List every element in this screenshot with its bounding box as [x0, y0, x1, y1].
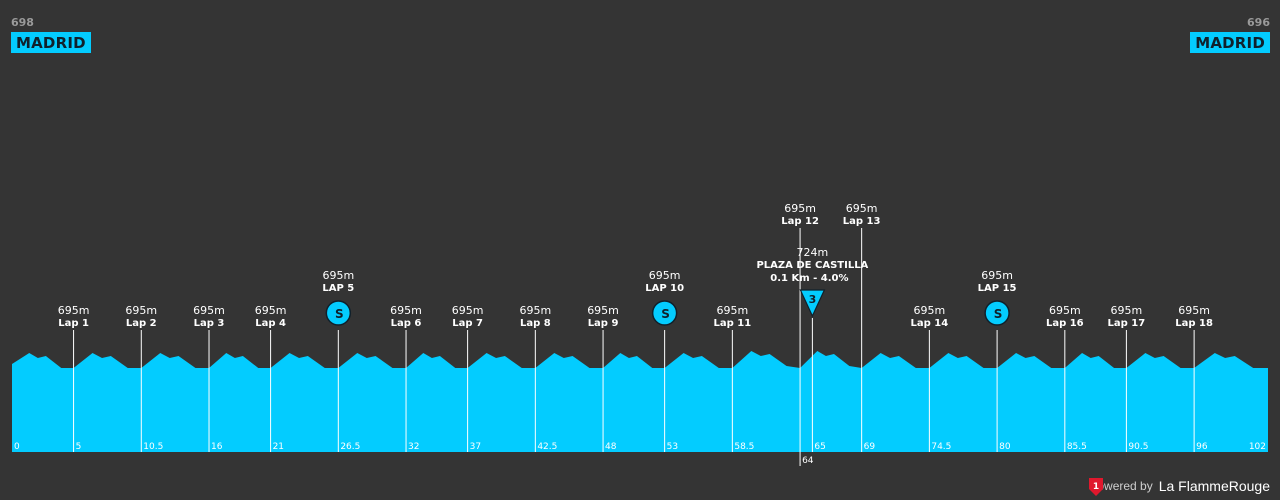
km-tick-label: 37	[470, 442, 481, 452]
lap-altitude: 695m	[1049, 304, 1081, 317]
climb-category-label: 3	[809, 293, 817, 306]
lap-label: Lap 3	[194, 318, 225, 329]
lap-altitude: 695m	[981, 269, 1013, 282]
sprint-icon	[325, 300, 352, 326]
sprint-icon-label: S	[994, 307, 1003, 321]
profile-area	[12, 351, 1268, 452]
sprint-icon	[984, 300, 1010, 326]
start-city-name: MADRID	[11, 32, 91, 53]
finish-city: 696 MADRID	[1190, 16, 1270, 53]
km-tick-label: 48	[605, 442, 617, 452]
km-tick-label: 64	[802, 456, 814, 466]
lap-label: Lap 8	[520, 318, 551, 329]
km-tick-label: 80	[999, 442, 1011, 452]
lap-label: Lap 9	[588, 318, 619, 329]
lap-altitude: 695m	[193, 304, 225, 317]
lap-altitude: 695m	[587, 304, 619, 317]
lap-label: Lap 14	[911, 318, 949, 329]
km-tick-label: 42.5	[537, 442, 557, 452]
lap-altitude: 695m	[846, 202, 878, 215]
km-tick-label: 96	[1196, 442, 1208, 452]
lap-label: Lap 18	[1175, 318, 1213, 329]
lap-label: LAP 5	[322, 283, 354, 294]
svg-text:1: 1	[1093, 482, 1099, 492]
lap-altitude: 695m	[1111, 304, 1143, 317]
lap-altitude: 695m	[784, 202, 816, 215]
sprint-icon-label: S	[335, 307, 344, 321]
lap-altitude: 695m	[914, 304, 946, 317]
km-tick-label: 74.5	[931, 442, 951, 452]
sprint-icon-label: S	[661, 307, 670, 321]
sprint-icon	[651, 300, 678, 326]
km-tick-label: 10.5	[143, 442, 163, 452]
km-tick-label: 58.5	[734, 442, 754, 452]
lap-altitude: 695m	[519, 304, 551, 317]
finish-altitude: 696	[1247, 16, 1270, 29]
km-tick-label: 69	[864, 442, 876, 452]
lap-altitude: 695m	[1178, 304, 1210, 317]
lap-label: Lap 13	[843, 216, 881, 227]
lap-altitude: 695m	[58, 304, 90, 317]
lap-label: LAP 10	[645, 283, 684, 294]
lap-label: Lap 4	[255, 318, 286, 329]
km-tick-label: 32	[408, 442, 419, 452]
lap-label: Lap 6	[391, 318, 422, 329]
lap-label: LAP 15	[978, 283, 1017, 294]
km-tick-label: 26.5	[340, 442, 360, 452]
lap-label: Lap 7	[452, 318, 483, 329]
lap-label: Lap 2	[126, 318, 157, 329]
brand-name: La FlammeRouge	[1158, 478, 1270, 494]
km-tick-label: 85.5	[1067, 442, 1087, 452]
lap-altitude: 695m	[452, 304, 484, 317]
start-city: 698 MADRID	[11, 16, 91, 53]
climb-name: PLAZA DE CASTILLA	[756, 260, 868, 271]
lap-label: Lap 12	[781, 216, 819, 227]
lap-altitude: 695m	[255, 304, 287, 317]
lap-label: Lap 11	[714, 318, 752, 329]
km-tick-label: 90.5	[1128, 442, 1148, 452]
climb-category-icon	[799, 289, 826, 318]
lap-altitude: 695m	[390, 304, 422, 317]
km-tick-label: 16	[211, 442, 223, 452]
finish-city-name: MADRID	[1190, 32, 1270, 53]
lap-label: Lap 16	[1046, 318, 1084, 329]
flamme-rouge-icon: 1	[1089, 478, 1104, 496]
lap-altitude: 695m	[649, 269, 681, 282]
km-tick-label: 5	[76, 442, 82, 452]
climb-detail: 0.1 Km - 4.0%	[770, 273, 848, 284]
km-tick-label: 53	[667, 442, 678, 452]
km-tick-label: 65	[814, 442, 825, 452]
lap-label: Lap 17	[1108, 318, 1146, 329]
start-altitude: 698	[11, 16, 34, 29]
lap-label: Lap 1	[58, 318, 89, 329]
lap-altitude: 695m	[322, 269, 354, 282]
footer: Powered by 1 La FlammeRouge	[1089, 478, 1270, 496]
climb-altitude: 724m	[797, 246, 829, 259]
lap-altitude: 695m	[125, 304, 157, 317]
km-tick-label: 21	[273, 442, 284, 452]
km-tick-label: 102	[1249, 442, 1266, 452]
powered-by-text: Powered by	[1089, 479, 1153, 493]
km-tick-label: 0	[14, 442, 20, 452]
lap-altitude: 695m	[716, 304, 748, 317]
